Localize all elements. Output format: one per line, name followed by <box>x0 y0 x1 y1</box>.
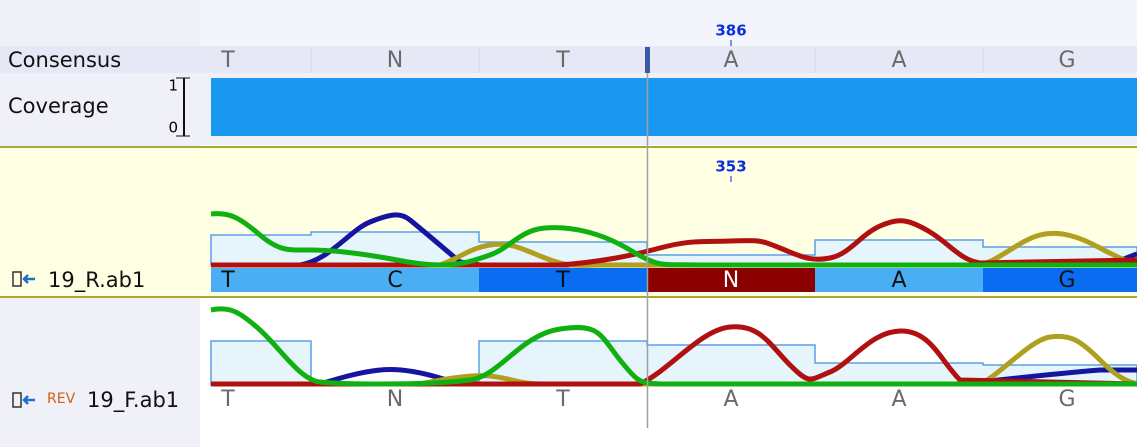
base: A <box>891 387 906 412</box>
read-tag: REV <box>47 391 76 407</box>
base: T <box>555 268 570 293</box>
base: G <box>1058 268 1075 293</box>
read-name[interactable]: 19_R.ab1 <box>48 268 145 293</box>
read-icon[interactable] <box>12 392 35 408</box>
coverage-min: 0 <box>168 119 178 137</box>
base: T <box>220 268 235 293</box>
base: T <box>555 48 570 73</box>
coverage-bar <box>211 78 1137 136</box>
trace-a <box>211 218 1137 268</box>
base: N <box>387 48 403 73</box>
base-cell <box>479 268 647 292</box>
base: T <box>220 48 235 73</box>
base-cell <box>211 268 479 292</box>
base: A <box>723 387 738 412</box>
base-cell <box>815 268 983 292</box>
base: N <box>387 387 403 412</box>
read-name[interactable]: 19_F.ab1 <box>87 388 179 413</box>
trace-g <box>211 333 1137 387</box>
ruler-strip <box>200 0 1137 46</box>
base: A <box>891 48 906 73</box>
coverage-label: Coverage <box>8 94 109 118</box>
ruler-position: 386 <box>715 22 746 40</box>
consensus-row <box>0 46 1137 73</box>
base: A <box>723 48 738 73</box>
cursor-marker[interactable] <box>645 47 650 73</box>
coverage-max: 1 <box>168 77 178 95</box>
side-panel <box>0 299 200 447</box>
base: T <box>555 387 570 412</box>
base-cell <box>983 268 1137 292</box>
base: T <box>220 387 235 412</box>
base: A <box>891 268 906 293</box>
trace-t <box>210 306 1137 387</box>
base: G <box>1058 387 1075 412</box>
base: C <box>387 268 402 293</box>
read-position: 353 <box>715 158 746 176</box>
trace-t <box>210 211 1137 268</box>
trace-a <box>211 324 1137 387</box>
consensus-label: Consensus <box>8 48 121 72</box>
base: N <box>723 268 739 293</box>
read-icon[interactable] <box>12 271 35 287</box>
base-cell <box>647 268 815 292</box>
base: G <box>1058 48 1075 73</box>
